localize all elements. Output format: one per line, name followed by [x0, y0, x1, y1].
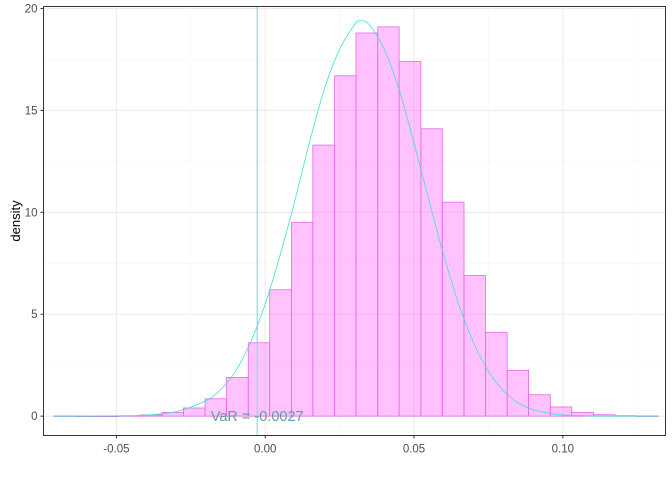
histogram-bar: [291, 222, 314, 417]
histogram-bar: [528, 394, 551, 417]
y-axis-label: density: [8, 200, 23, 242]
x-tick-label: 0.10: [552, 444, 574, 456]
histogram-bar: [420, 128, 443, 417]
histogram-bar: [334, 75, 357, 417]
y-tick-label: 5: [31, 309, 37, 321]
histogram-bar: [355, 32, 379, 417]
histogram-bar: [269, 289, 292, 417]
histogram-bar: [549, 406, 573, 417]
histogram-bar: [571, 412, 594, 417]
x-tick-label: 0.05: [403, 444, 425, 456]
var-annotation: VaR = -0.0027: [211, 409, 304, 425]
histogram-bar: [312, 144, 335, 417]
minor-gridlines: [43, 6, 666, 436]
density-curve-layer: [53, 20, 659, 417]
histogram-bar: [377, 26, 400, 417]
histogram-bar: [485, 332, 508, 417]
y-tick-label: 10: [25, 207, 38, 219]
x-tick-label: 0.00: [254, 444, 276, 456]
histogram-bar: [161, 412, 184, 417]
histogram-bars: [53, 26, 659, 418]
y-tick-label: 0: [31, 411, 37, 423]
x-axis: -0.05 0.00 0.05 0.10: [103, 435, 574, 456]
histogram-bar: [182, 407, 206, 417]
annotation-layer: VaR = -0.0027: [211, 409, 304, 425]
density-curve: [53, 20, 659, 417]
panel-border: [43, 6, 666, 436]
y-axis: 0 5 10 15 20: [25, 4, 44, 423]
histogram-bar: [247, 342, 271, 417]
histogram-bar: [398, 61, 422, 417]
y-tick-label: 20: [25, 4, 38, 16]
histogram-bar: [506, 369, 530, 417]
x-tick-label: -0.05: [103, 444, 129, 456]
y-tick-label: 15: [25, 105, 38, 117]
